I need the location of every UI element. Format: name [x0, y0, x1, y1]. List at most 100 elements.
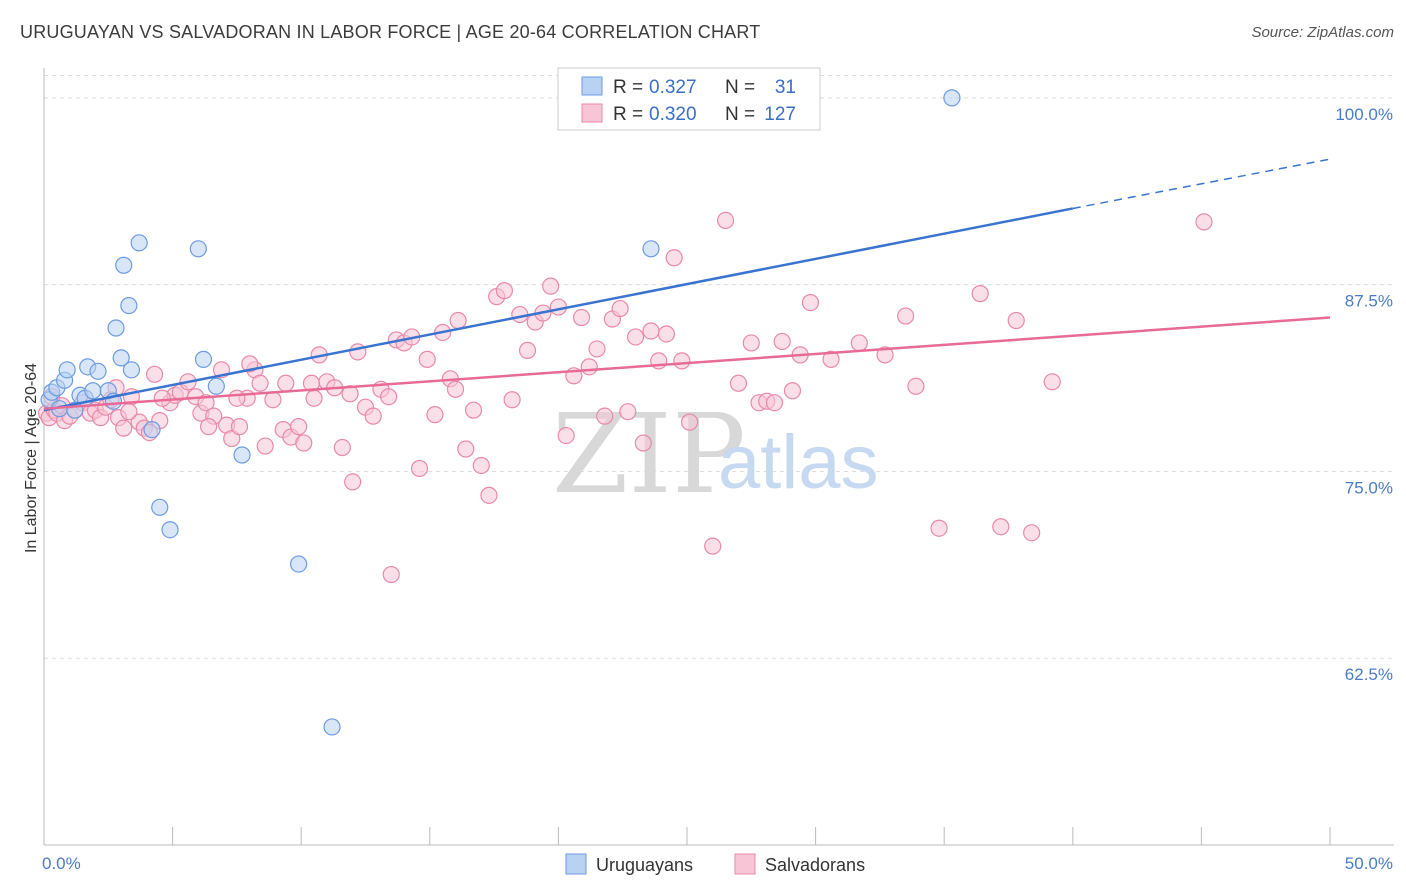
salvadoran-point-74	[542, 277, 560, 295]
uruguayan-point-26	[290, 555, 308, 573]
legend-salvadoran-n-value: 127	[764, 104, 796, 125]
salvadoran-point-85	[626, 328, 645, 346]
bottom-legend-swatch-uruguayans	[565, 853, 587, 875]
salvadoran-point-117	[120, 403, 138, 421]
legend-salvadoran-r-label: R =	[613, 104, 643, 125]
salvadoran-point-99	[765, 394, 784, 412]
salvadoran-point-104	[822, 350, 840, 368]
salvadoran-point-53	[380, 388, 398, 406]
uruguayan-point-16	[120, 296, 138, 315]
salvadoran-point-79	[580, 358, 598, 376]
x-tick-label-1: 50.0%	[1345, 854, 1393, 873]
salvadoran-point-58	[418, 350, 436, 368]
uruguayan-point-24	[207, 377, 225, 395]
salvadoran-point-47	[333, 438, 351, 457]
uruguayan-trend-line	[43, 207, 1074, 412]
axes	[43, 68, 1394, 846]
legend-swatch-uruguayan	[581, 76, 603, 96]
salvadoran-point-62	[449, 311, 467, 330]
salvadoran-point-59	[426, 406, 444, 424]
salvadoran-point-123	[228, 389, 246, 407]
salvadoran-point-113	[1023, 524, 1041, 542]
chart-title: URUGUAYAN VS SALVADORAN IN LABOR FORCE |…	[20, 22, 761, 42]
x-tick-label-0: 0.0%	[42, 854, 81, 873]
legend-uruguayan-n-value: 31	[775, 77, 796, 98]
legend: R = 0.327 N = 31 R = 0.320 N = 127	[557, 67, 821, 131]
uruguayan-point-20	[151, 498, 169, 516]
legend-uruguayan-n-label: N =	[725, 77, 755, 98]
uruguayan-point-23	[194, 350, 213, 368]
salvadoran-point-105	[850, 334, 868, 352]
points	[37, 89, 1213, 736]
salvadoran-point-119	[344, 473, 362, 491]
y-tick-label-2: 75.0%	[1345, 478, 1393, 497]
salvadoran-point-37	[256, 437, 274, 455]
tick-labels: 100.0% 87.5% 75.0% 62.5% 0.0% 50.0%	[42, 105, 1393, 873]
uruguayan-point-29	[943, 89, 961, 107]
y-tick-label-1: 87.5%	[1345, 292, 1393, 311]
uruguayan-point-10	[84, 382, 102, 400]
salvadoran-trend-line	[43, 316, 1331, 410]
legend-salvadoran-n-label: N =	[725, 104, 755, 125]
source-label: Source: ZipAtlas.com	[1251, 24, 1394, 41]
salvadoran-point-76	[557, 426, 575, 445]
uruguayan-point-13	[107, 319, 125, 337]
salvadoran-point-36	[251, 374, 269, 392]
salvadoran-point-94	[716, 211, 735, 230]
salvadoran-point-51	[364, 407, 382, 425]
uruguayan-point-15	[115, 256, 133, 274]
salvadoran-point-114	[1043, 373, 1061, 391]
salvadoran-point-93	[704, 537, 722, 555]
salvadoran-point-87	[642, 322, 660, 340]
uruguayan-point-25	[233, 446, 251, 464]
salvadoran-point-89	[657, 325, 676, 343]
salvadoran-point-57	[410, 459, 429, 478]
salvadoran-point-68	[495, 282, 513, 300]
watermark-atlas: atlas	[718, 420, 879, 505]
bottom-legend-uruguayans: Uruguayans	[596, 855, 693, 875]
salvadoran-point-81	[596, 407, 614, 425]
bottom-legend: Uruguayans Salvadorans	[565, 853, 865, 875]
legend-uruguayan-r-value: 0.327	[649, 77, 697, 98]
salvadoran-point-78	[572, 308, 591, 327]
uruguayan-point-22	[189, 240, 207, 258]
salvadoran-point-96	[742, 334, 760, 352]
uruguayan-point-27	[323, 718, 341, 736]
salvadoran-point-112	[1007, 311, 1025, 330]
uruguayan-trend-extension	[1072, 158, 1331, 210]
bottom-legend-salvadorans: Salvadorans	[765, 855, 865, 875]
salvadoran-point-127	[153, 389, 171, 407]
salvadoran-point-120	[382, 565, 400, 584]
salvadoran-point-20	[145, 365, 164, 383]
salvadoran-point-92	[680, 413, 699, 431]
salvadoran-point-84	[619, 403, 637, 421]
legend-salvadoran-r-value: 0.320	[649, 104, 697, 125]
salvadoran-point-66	[480, 486, 498, 504]
salvadoran-point-111	[992, 518, 1010, 536]
salvadoran-point-106	[876, 346, 894, 364]
salvadoran-point-90	[665, 249, 683, 267]
uruguayan-point-5	[58, 361, 76, 379]
salvadoran-point-71	[518, 341, 537, 360]
salvadoran-point-122	[200, 418, 218, 436]
salvadoran-point-64	[464, 401, 483, 419]
uruguayan-point-18	[130, 234, 148, 252]
salvadoran-point-109	[930, 519, 948, 537]
legend-uruguayan-r-label: R =	[613, 77, 643, 98]
salvadoran-point-103	[801, 293, 820, 312]
salvadoran-point-121	[446, 380, 465, 398]
salvadoran-point-101	[783, 382, 802, 400]
salvadoran-point-91	[673, 352, 691, 370]
salvadoran-point-41	[290, 418, 308, 436]
salvadoran-point-69	[503, 391, 521, 409]
salvadoran-point-100	[773, 332, 791, 351]
salvadoran-point-33	[230, 418, 249, 436]
y-axis-label: In Labor Force | Age 20-64	[23, 363, 40, 553]
uruguayan-point-17	[122, 361, 141, 379]
salvadoran-point-63	[457, 440, 475, 458]
salvadoran-point-125	[305, 389, 323, 407]
watermark: ZIP atlas	[552, 390, 879, 518]
salvadoran-point-38	[264, 391, 282, 409]
uruguayan-point-11	[89, 362, 107, 380]
legend-swatch-salvadoran	[581, 103, 603, 123]
